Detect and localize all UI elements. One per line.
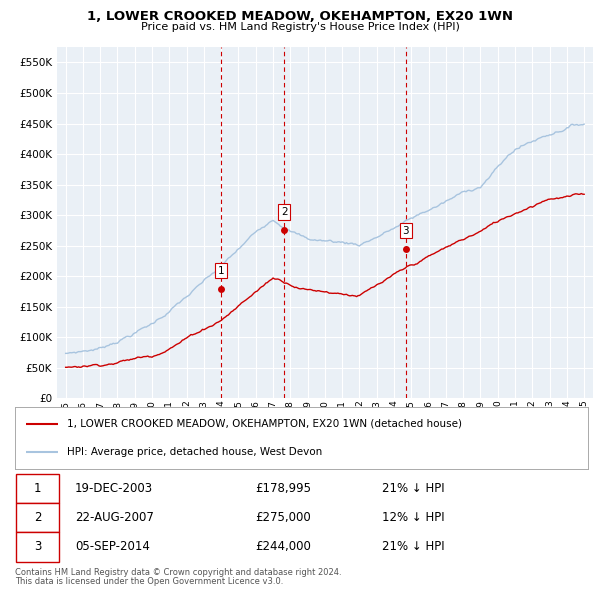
Text: This data is licensed under the Open Government Licence v3.0.: This data is licensed under the Open Gov… — [15, 577, 283, 586]
Text: £275,000: £275,000 — [256, 511, 311, 525]
Text: Contains HM Land Registry data © Crown copyright and database right 2024.: Contains HM Land Registry data © Crown c… — [15, 568, 341, 576]
Text: £244,000: £244,000 — [256, 540, 311, 553]
FancyBboxPatch shape — [16, 532, 59, 562]
Text: 22-AUG-2007: 22-AUG-2007 — [75, 511, 154, 525]
Text: 1: 1 — [217, 266, 224, 276]
Text: 21% ↓ HPI: 21% ↓ HPI — [382, 482, 445, 495]
Text: 12% ↓ HPI: 12% ↓ HPI — [382, 511, 445, 525]
Text: £178,995: £178,995 — [256, 482, 311, 495]
Text: 2: 2 — [34, 511, 41, 525]
Text: 1, LOWER CROOKED MEADOW, OKEHAMPTON, EX20 1WN (detached house): 1, LOWER CROOKED MEADOW, OKEHAMPTON, EX2… — [67, 419, 461, 429]
Text: 2: 2 — [281, 207, 287, 217]
Text: 05-SEP-2014: 05-SEP-2014 — [75, 540, 150, 553]
Text: HPI: Average price, detached house, West Devon: HPI: Average price, detached house, West… — [67, 447, 322, 457]
Text: 19-DEC-2003: 19-DEC-2003 — [75, 482, 153, 495]
Text: 1: 1 — [34, 482, 41, 495]
Text: 3: 3 — [34, 540, 41, 553]
FancyBboxPatch shape — [16, 503, 59, 532]
Text: 1, LOWER CROOKED MEADOW, OKEHAMPTON, EX20 1WN: 1, LOWER CROOKED MEADOW, OKEHAMPTON, EX2… — [87, 10, 513, 23]
FancyBboxPatch shape — [16, 474, 59, 503]
Text: 21% ↓ HPI: 21% ↓ HPI — [382, 540, 445, 553]
Text: Price paid vs. HM Land Registry's House Price Index (HPI): Price paid vs. HM Land Registry's House … — [140, 22, 460, 32]
Text: 3: 3 — [403, 226, 409, 236]
